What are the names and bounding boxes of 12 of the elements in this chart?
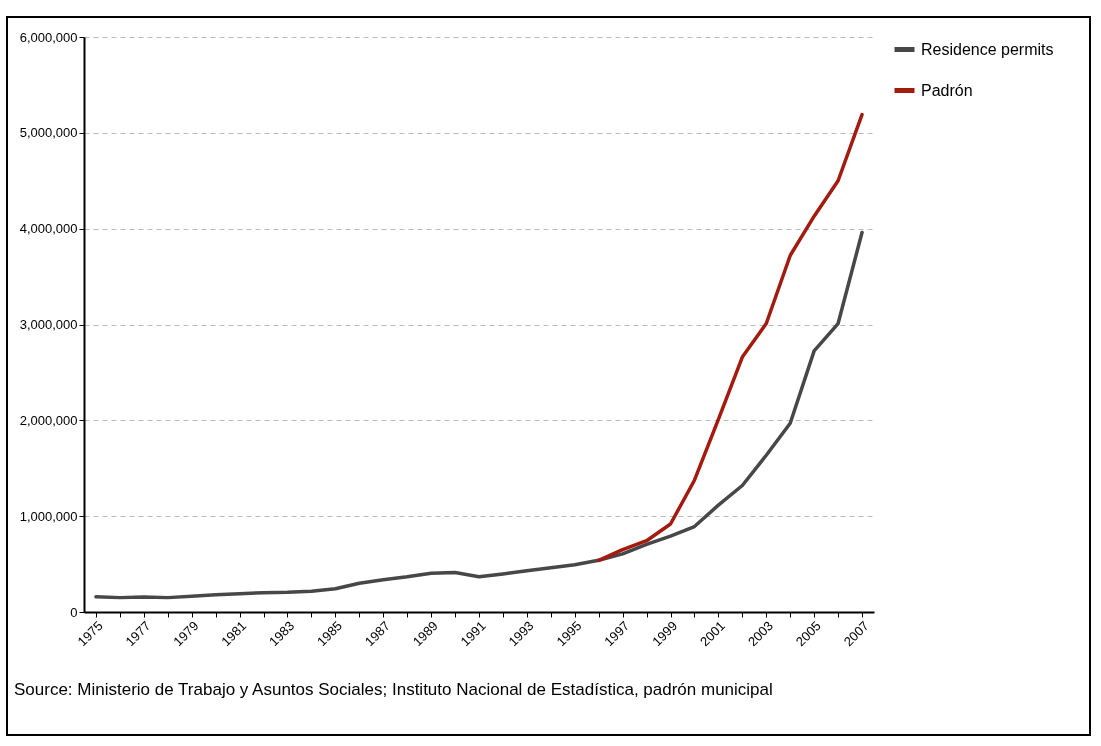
y-tick-label: 2,000,000: [19, 412, 78, 428]
y-tick-label: 6,000,000: [19, 29, 78, 45]
legend-label: Padrón: [921, 81, 973, 99]
y-tick-label: 1,000,000: [19, 508, 78, 524]
legend-label: Residence permits: [921, 40, 1054, 58]
source-note: Source: Ministerio de Trabajo y Asuntos Sociales; Instituto Nacional de Estadística, padrón municipal: [14, 680, 773, 700]
y-tick-label: 4,000,000: [19, 221, 78, 237]
line-series: [94, 230, 864, 600]
y-tick-label: 3,000,000: [19, 317, 78, 332]
y-tick-label: 5,000,000: [19, 125, 78, 141]
y-tick-label: 0: [70, 604, 78, 620]
line-series: [596, 112, 864, 563]
